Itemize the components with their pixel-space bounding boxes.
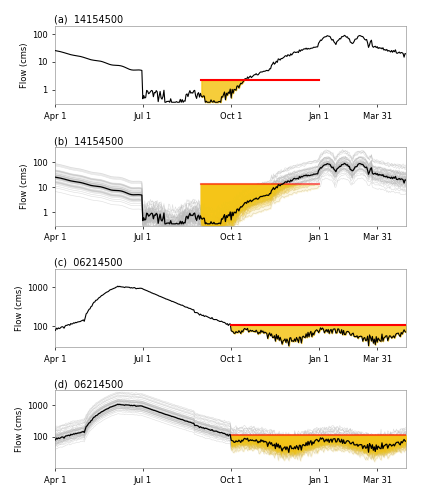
Text: (c)  06214500: (c) 06214500 xyxy=(53,258,122,268)
Y-axis label: Flow (cms): Flow (cms) xyxy=(15,285,24,331)
Text: (b)  14154500: (b) 14154500 xyxy=(53,136,123,146)
Y-axis label: Flow (cms): Flow (cms) xyxy=(15,406,24,452)
Y-axis label: Flow (cms): Flow (cms) xyxy=(20,164,29,209)
Y-axis label: Flow (cms): Flow (cms) xyxy=(20,42,29,88)
Text: (a)  14154500: (a) 14154500 xyxy=(53,15,123,25)
Text: (d)  06214500: (d) 06214500 xyxy=(53,379,123,389)
